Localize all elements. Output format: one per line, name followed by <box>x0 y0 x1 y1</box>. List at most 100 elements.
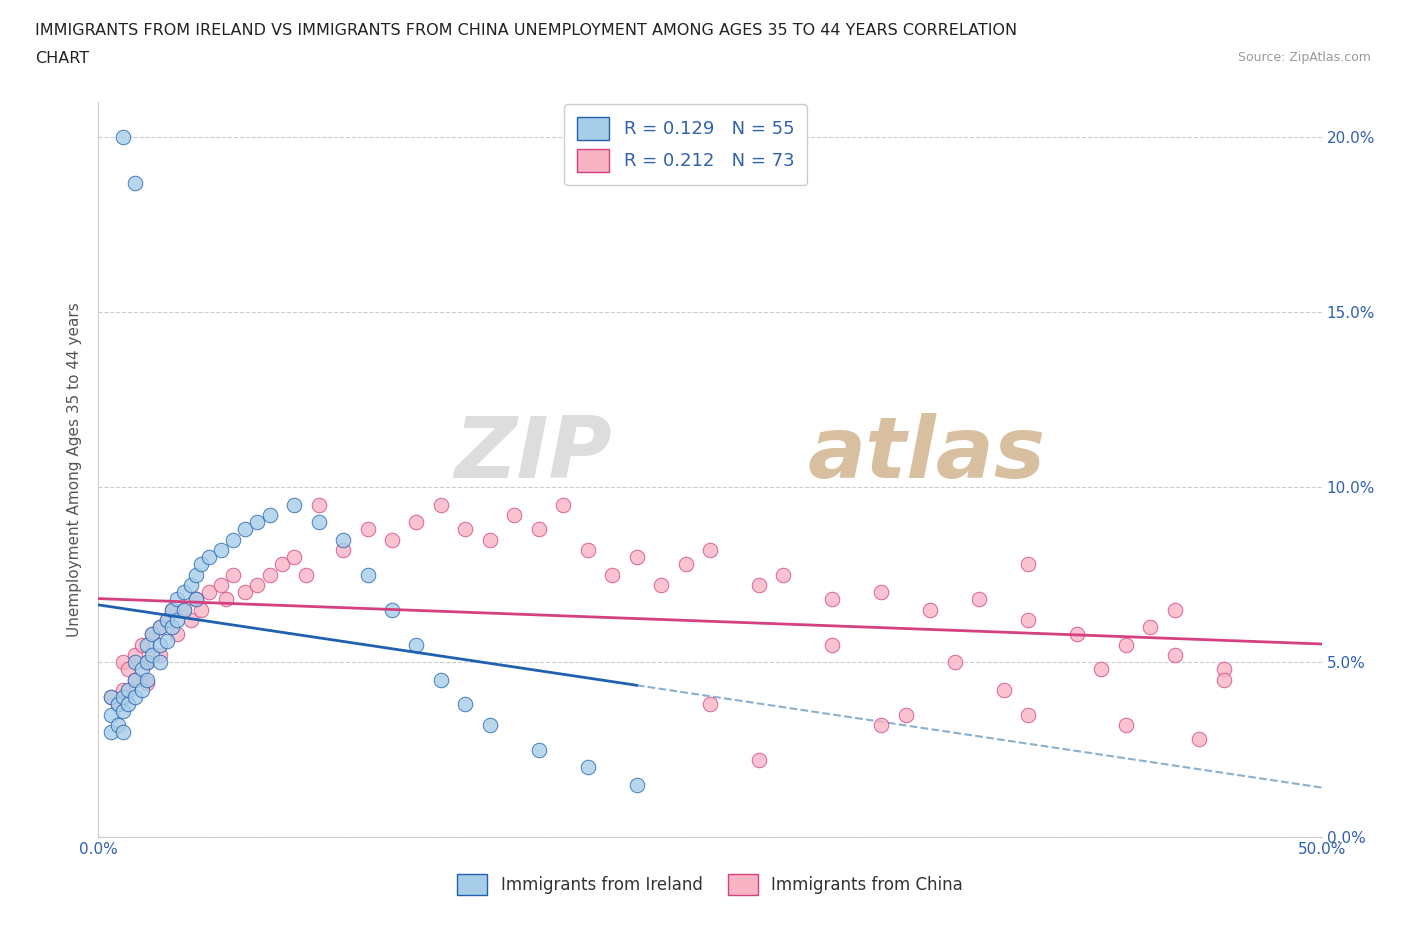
Point <box>246 578 269 592</box>
Point <box>1066 627 1088 642</box>
Point <box>131 683 153 698</box>
Point <box>308 498 330 512</box>
Legend: Immigrants from Ireland, Immigrants from China: Immigrants from Ireland, Immigrants from… <box>451 868 969 902</box>
Point <box>124 672 146 687</box>
Point <box>111 704 134 719</box>
Text: Source: ZipAtlas.com: Source: ZipAtlas.com <box>1237 51 1371 64</box>
Point <box>1164 647 1187 662</box>
Point <box>283 498 305 512</box>
Point <box>576 760 599 775</box>
Point <box>503 508 526 523</box>
Point <box>233 585 256 600</box>
Point <box>160 619 183 634</box>
Point <box>100 690 122 705</box>
Point <box>149 655 172 670</box>
Point <box>283 550 305 565</box>
Point <box>136 672 159 687</box>
Point <box>107 697 129 711</box>
Point <box>166 591 188 606</box>
Point <box>626 777 648 792</box>
Point <box>1115 718 1137 733</box>
Point <box>1017 707 1039 722</box>
Point <box>356 567 378 582</box>
Point <box>381 532 404 547</box>
Text: atlas: atlas <box>808 414 1046 497</box>
Point <box>117 661 139 676</box>
Point <box>141 627 163 642</box>
Point <box>100 690 122 705</box>
Point <box>332 543 354 558</box>
Point <box>124 672 146 687</box>
Point <box>111 655 134 670</box>
Point <box>107 697 129 711</box>
Point <box>149 619 172 634</box>
Point <box>124 176 146 191</box>
Point <box>160 602 183 617</box>
Point <box>894 707 917 722</box>
Point <box>100 724 122 739</box>
Point <box>967 591 990 606</box>
Point <box>870 718 893 733</box>
Point <box>111 724 134 739</box>
Point <box>214 591 236 606</box>
Point <box>173 602 195 617</box>
Point <box>197 550 219 565</box>
Point <box>173 585 195 600</box>
Point <box>553 498 575 512</box>
Point <box>160 602 183 617</box>
Point <box>246 514 269 529</box>
Point <box>141 647 163 662</box>
Point <box>259 508 281 523</box>
Point <box>527 742 550 757</box>
Y-axis label: Unemployment Among Ages 35 to 44 years: Unemployment Among Ages 35 to 44 years <box>67 302 83 637</box>
Point <box>111 690 134 705</box>
Point <box>149 637 172 652</box>
Point <box>111 130 134 145</box>
Point <box>111 683 134 698</box>
Point <box>430 498 453 512</box>
Point <box>190 557 212 572</box>
Point <box>1115 637 1137 652</box>
Point <box>1017 557 1039 572</box>
Point <box>356 522 378 537</box>
Point <box>1017 613 1039 628</box>
Point <box>772 567 794 582</box>
Point <box>381 602 404 617</box>
Point <box>270 557 294 572</box>
Point <box>1212 672 1234 687</box>
Point <box>156 613 179 628</box>
Point <box>149 647 172 662</box>
Point <box>166 613 188 628</box>
Text: CHART: CHART <box>35 51 89 66</box>
Point <box>308 514 330 529</box>
Point <box>136 637 159 652</box>
Point <box>222 567 245 582</box>
Point <box>180 578 202 592</box>
Point <box>131 637 153 652</box>
Point <box>222 532 245 547</box>
Point <box>197 585 219 600</box>
Point <box>675 557 697 572</box>
Point <box>136 655 159 670</box>
Point <box>943 655 966 670</box>
Point <box>527 522 550 537</box>
Point <box>136 655 159 670</box>
Point <box>209 578 232 592</box>
Point <box>699 697 721 711</box>
Point <box>993 683 1015 698</box>
Point <box>748 752 770 767</box>
Point <box>186 567 208 582</box>
Point <box>124 690 146 705</box>
Point <box>117 697 139 711</box>
Point <box>405 637 427 652</box>
Point <box>650 578 672 592</box>
Point <box>107 718 129 733</box>
Point <box>454 697 477 711</box>
Point <box>478 718 501 733</box>
Point <box>209 543 232 558</box>
Point <box>454 522 477 537</box>
Point <box>156 633 179 648</box>
Point <box>699 543 721 558</box>
Point <box>1212 661 1234 676</box>
Point <box>186 591 208 606</box>
